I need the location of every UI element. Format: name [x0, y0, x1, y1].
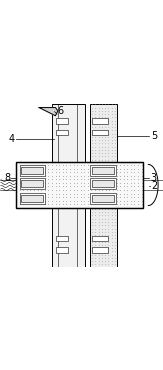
Bar: [92, 180, 114, 188]
Bar: [56, 247, 68, 253]
Bar: [21, 195, 43, 202]
Bar: [56, 130, 68, 135]
Bar: [92, 118, 108, 124]
Bar: [52, 104, 85, 162]
Bar: [20, 178, 45, 189]
Text: 2: 2: [151, 181, 157, 191]
Bar: [90, 193, 116, 204]
Bar: [20, 165, 45, 176]
Bar: [90, 104, 117, 162]
Bar: [92, 236, 108, 241]
Bar: [92, 167, 114, 174]
Bar: [90, 165, 116, 176]
Text: 8: 8: [5, 173, 11, 183]
Bar: [16, 162, 143, 208]
Bar: [21, 180, 43, 188]
Bar: [16, 162, 143, 208]
Text: 4: 4: [9, 134, 15, 144]
Bar: [92, 195, 114, 202]
Text: 6: 6: [58, 106, 64, 116]
Bar: [90, 178, 116, 189]
Bar: [56, 236, 68, 241]
Bar: [52, 208, 85, 266]
Text: 5: 5: [151, 131, 157, 141]
Bar: [21, 167, 43, 174]
Bar: [92, 130, 108, 135]
Bar: [90, 208, 117, 266]
Polygon shape: [39, 108, 58, 116]
Bar: [56, 118, 68, 124]
Bar: [20, 193, 45, 204]
Bar: [92, 247, 108, 253]
Text: 3: 3: [151, 173, 157, 183]
